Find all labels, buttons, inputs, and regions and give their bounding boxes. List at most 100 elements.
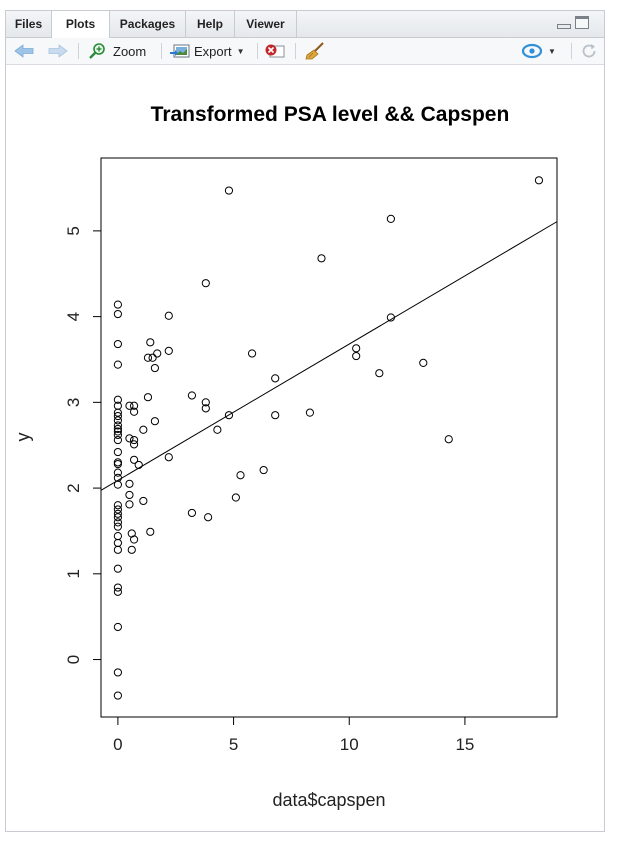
x-tick-label: 5 [229, 735, 238, 754]
y-tick-label: 4 [64, 312, 83, 321]
data-point [129, 401, 139, 410]
data-point [113, 564, 122, 573]
data-point [305, 408, 315, 417]
data-point [113, 408, 122, 417]
data-point [259, 465, 268, 475]
data-point [129, 407, 139, 416]
data-point [113, 505, 122, 514]
data-point [113, 509, 122, 518]
x-tick-label: 15 [455, 735, 474, 754]
data-point [113, 416, 122, 425]
minimize-icon[interactable] [557, 24, 571, 29]
data-point [113, 538, 122, 548]
data-point [213, 425, 222, 434]
data-point [146, 338, 155, 347]
data-point [375, 369, 384, 378]
data-point [127, 545, 136, 554]
data-point [113, 411, 122, 421]
zoom-button[interactable]: Zoom [88, 38, 146, 64]
data-point [236, 471, 245, 480]
x-tick-label: 10 [340, 735, 359, 754]
data-point [143, 353, 153, 362]
data-point [247, 349, 257, 358]
data-point [164, 453, 173, 462]
data-point [129, 535, 139, 544]
data-point [113, 458, 122, 467]
data-point [113, 424, 122, 434]
tab-plots[interactable]: Plots [52, 11, 110, 38]
x-axis-label: data$capspen [272, 790, 385, 810]
data-point [113, 360, 122, 369]
forward-arrow-icon[interactable] [48, 38, 68, 64]
y-tick-label: 3 [64, 398, 83, 407]
data-point [113, 583, 122, 592]
data-point [113, 300, 122, 309]
data-point [113, 430, 122, 440]
data-point [125, 490, 134, 500]
chevron-down-icon: ▼ [236, 46, 245, 56]
data-point [125, 401, 134, 410]
back-arrow-icon[interactable] [14, 38, 34, 64]
data-point [113, 531, 122, 541]
data-point [113, 309, 122, 319]
data-point [317, 254, 326, 263]
data-point [204, 513, 213, 522]
refresh-icon[interactable] [580, 38, 598, 64]
data-point [352, 351, 361, 361]
data-point [125, 434, 134, 443]
toolbar-separator [571, 43, 572, 59]
data-point [164, 311, 173, 320]
zoom-label: Zoom [113, 43, 147, 59]
data-point [113, 480, 122, 489]
maximize-icon[interactable] [575, 16, 589, 29]
data-point [139, 425, 148, 434]
data-point [386, 214, 395, 223]
data-point [153, 349, 162, 358]
data-point [134, 460, 143, 470]
data-point [150, 417, 160, 426]
data-point [113, 395, 122, 404]
data-point [113, 447, 122, 457]
data-point [113, 522, 122, 531]
tab-help[interactable]: Help [186, 11, 235, 37]
y-tick-label: 5 [64, 226, 83, 235]
y-tick-label: 2 [64, 483, 83, 492]
data-point [271, 374, 280, 383]
data-point [224, 411, 234, 420]
data-point [164, 346, 173, 356]
plot-toolbar: Zoom Export ▼ [6, 38, 604, 65]
export-button[interactable]: Export ▼ [170, 38, 245, 64]
scatter-plot: Transformed PSA level && Capspen 0 5 10 150… [13, 103, 558, 810]
data-point [352, 344, 361, 353]
data-point [125, 479, 134, 488]
data-point [187, 391, 197, 400]
tab-packages[interactable]: Packages [110, 11, 186, 37]
data-point [201, 404, 210, 413]
tab-files[interactable]: Files [6, 11, 52, 37]
data-point [271, 411, 280, 420]
data-point [113, 468, 122, 477]
broom-icon[interactable] [305, 38, 325, 64]
data-point [444, 435, 453, 444]
publish-button[interactable]: ▼ [521, 38, 556, 64]
data-point [148, 353, 157, 362]
data-point [201, 279, 210, 288]
data-point [113, 587, 122, 596]
data-point [113, 668, 122, 677]
data-point [113, 339, 122, 349]
x-tick-label: 0 [113, 735, 122, 754]
data-point [150, 363, 160, 373]
publish-icon [521, 43, 543, 59]
data-point [129, 440, 139, 449]
y-axis-label: y [13, 433, 33, 442]
chart-title: Transformed PSA level && Capspen [151, 103, 510, 126]
toolbar-separator [295, 43, 296, 59]
remove-plot-icon[interactable] [265, 38, 285, 64]
tab-viewer[interactable]: Viewer [235, 11, 297, 37]
trend-line [100, 221, 558, 491]
export-icon [170, 44, 190, 58]
chevron-down-icon: ▼ [548, 46, 556, 56]
data-point [534, 176, 544, 185]
data-point [113, 622, 122, 632]
data-point [201, 398, 210, 407]
